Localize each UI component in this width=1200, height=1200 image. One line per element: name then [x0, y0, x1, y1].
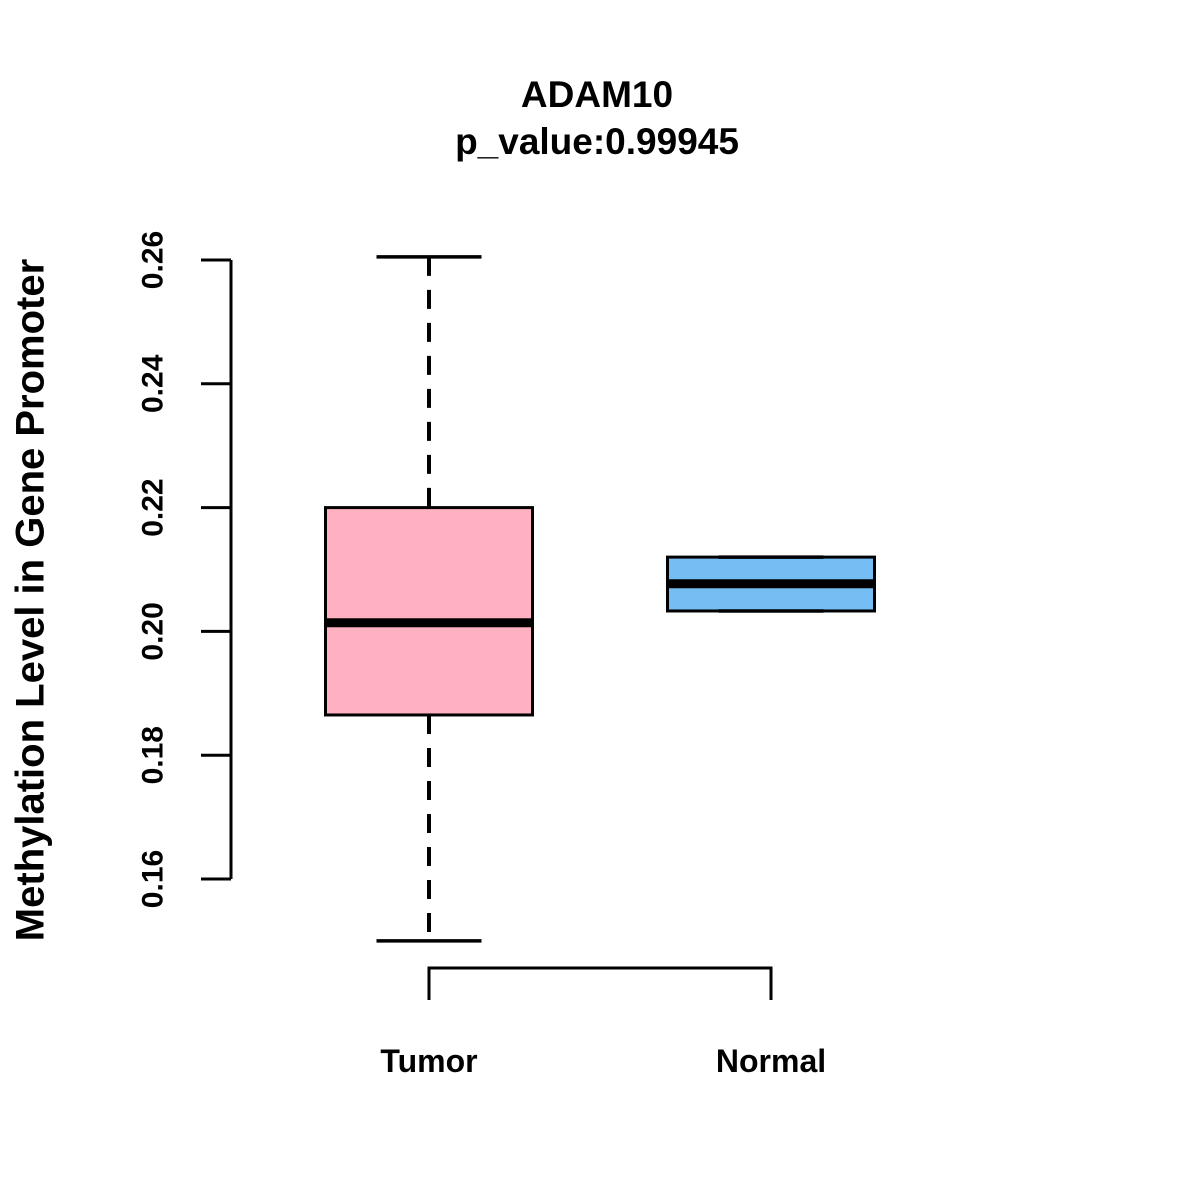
category-label-normal: Normal — [716, 1043, 826, 1079]
chart-title-block: ADAM10 p_value:0.99945 — [455, 71, 739, 165]
box-tumor — [324, 506, 534, 717]
y-tick-label: 0.26 — [137, 231, 170, 289]
y-tick-label: 0.18 — [137, 726, 170, 784]
y-tick-label: 0.16 — [137, 850, 170, 908]
y-tick-label: 0.20 — [137, 602, 170, 660]
y-tick-label: 0.24 — [137, 354, 170, 413]
chart-title: ADAM10 — [520, 74, 674, 115]
chart-subtitle-pvalue: p_value:0.99945 — [455, 121, 739, 162]
y-tick-label: 0.22 — [136, 478, 169, 536]
x-axis-bracket — [427, 966, 773, 1000]
category-label-tumor: Tumor — [380, 1043, 477, 1079]
